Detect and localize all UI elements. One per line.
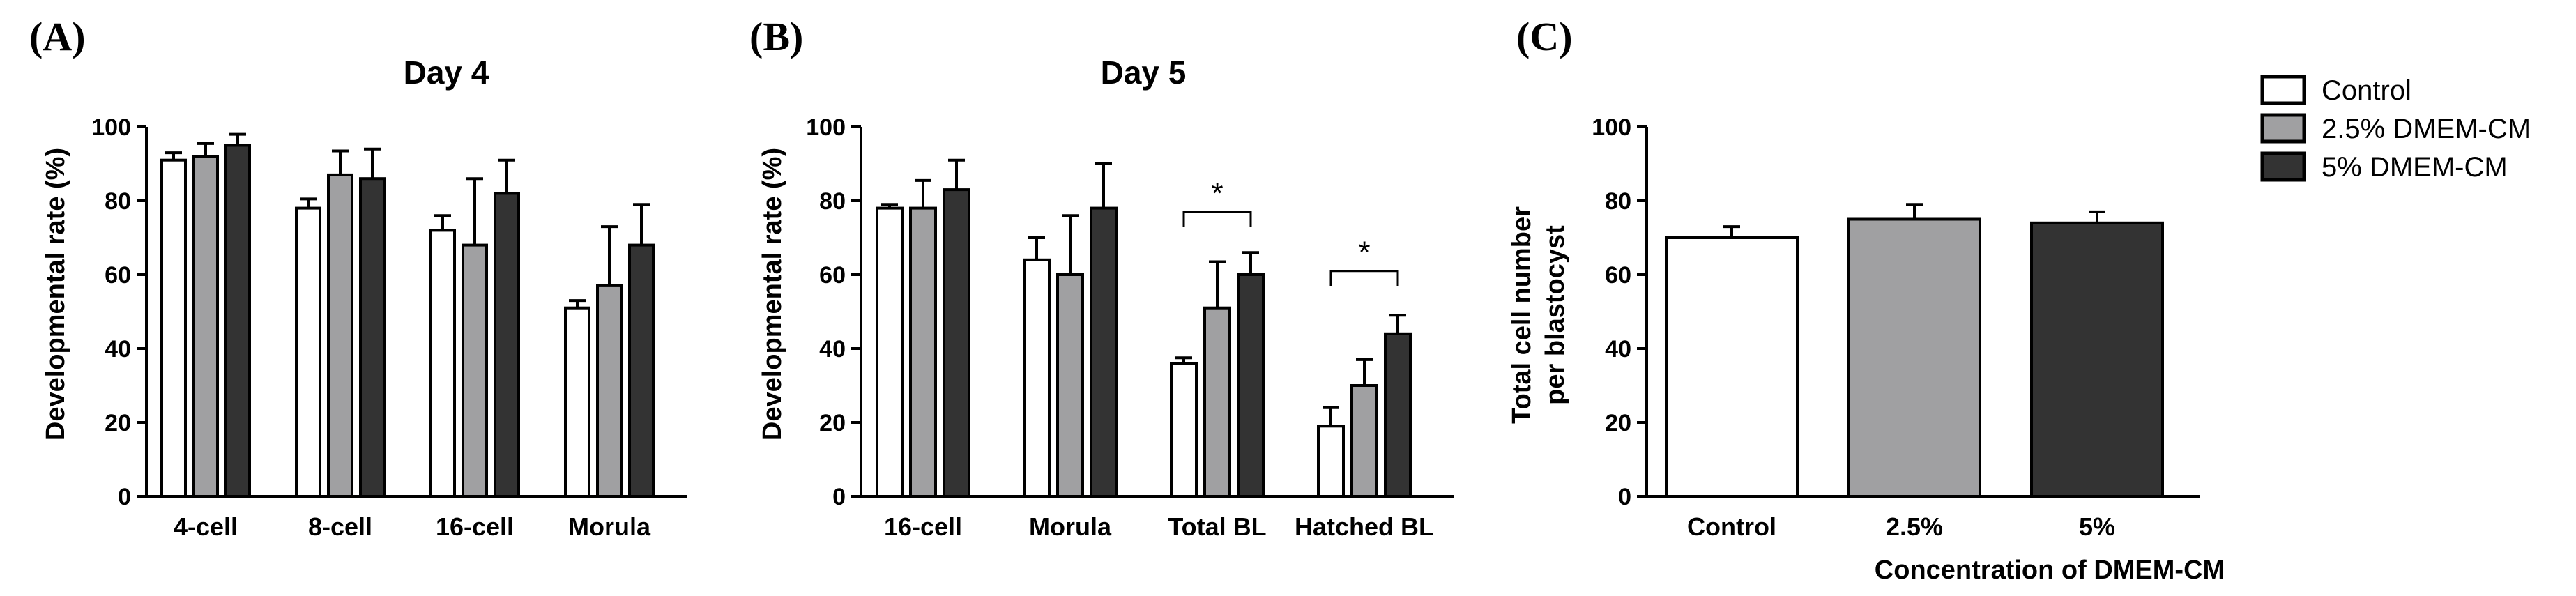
panel-a-x-tick-label-4-cell: 4-cell [174,512,238,541]
panel-b-significance-mark-total-bl: * [1211,176,1223,211]
panel-c-x-tick-label-5: 5% [2079,512,2115,541]
panel-a-x-tick-label-8-cell: 8-cell [308,512,372,541]
panel-b-bar-16-cell-2-5-dmem-cm [909,206,937,498]
panel-c-x-axis-label: Concentration of DMEM-CM [1875,556,2225,585]
panel-a-bar-8-cell-5-dmem-cm [359,177,386,498]
panel-c-x-tick-label-control: Control [1687,512,1776,541]
panel-c-bar-control [1665,236,1799,498]
panel-c-x-tick-label-2-5: 2.5% [1886,512,1943,541]
legend-label-5-dmem-cm: 5% DMEM-CM [2322,152,2508,183]
panel-a-bar-8-cell-2-5-dmem-cm [327,173,353,498]
panel-c-y-tick-label: 20 [1605,410,1631,436]
panel-a-bar-16-cell-2-5-dmem-cm [462,243,488,498]
panel-b-bar-morula-control [1023,258,1051,498]
panel-c-y-tick-label: 60 [1605,262,1631,289]
legend-label-control: Control [2322,75,2411,106]
panel-a-bar-morula-2-5-dmem-cm [596,284,623,498]
panel-b-x-tick-label-morula: Morula [1029,512,1112,541]
panel-b-significance-mark-hatched-bl: * [1358,236,1370,270]
panel-a-y-tick-label: 80 [105,188,131,215]
panel-b-bar-16-cell-control [876,206,904,498]
panel-b-bar-total-bl-2-5-dmem-cm [1203,306,1231,498]
panel-a-letter: (A) [29,14,86,59]
panel-a-bar-4-cell-2-5-dmem-cm [192,155,219,498]
panel-b-letter: (B) [749,14,803,59]
panel-b-y-tick-label: 60 [819,262,846,289]
legend-label-2-5-dmem-cm: 2.5% DMEM-CM [2322,114,2531,144]
panel-c-y-axis-label-line1: Total cell number [1507,206,1537,424]
panel-a-title: Day 4 [404,54,489,91]
panel-a-bar-4-cell-control [160,158,187,498]
panel-b-x-tick-label-hatched-bl: Hatched BL [1295,512,1434,541]
panel-b-y-tick-label: 20 [819,410,846,436]
panel-a-bar-4-cell-5-dmem-cm [224,144,251,498]
panel-b-bar-16-cell-5-dmem-cm [943,188,970,498]
panel-c-y-tick-label: 100 [1592,114,1631,141]
panel-a-y-tick-label: 0 [118,484,131,510]
panel-b-y-tick-label: 80 [819,188,846,215]
panel-a-bar-16-cell-control [429,229,456,498]
panel-a-bar-morula-5-dmem-cm [628,243,655,498]
panel-b-significance-bracket-total-bl [1182,211,1252,227]
panel-b-bar-total-bl-control [1170,362,1198,498]
panel-c-y-axis-label-line2: per blastocyst [1541,225,1570,405]
panel-b-x-tick-label-total-bl: Total BL [1168,512,1266,541]
panel-c-y-tick-label: 80 [1605,188,1631,215]
panel-b-bar-hatched-bl-5-dmem-cm [1384,332,1412,498]
panel-a-day4-chart: (A) Day 4 Developmental rate (%) 0 20 40 60… [29,14,687,541]
panel-c-letter: (C) [1516,14,1573,59]
panel-a-y-axis-label: Developmental rate (%) [41,148,70,441]
panel-b-significance-bracket-hatched-bl [1329,270,1399,286]
panel-b-y-axis-label: Developmental rate (%) [758,148,787,441]
panel-b-bar-hatched-bl-control [1317,425,1345,498]
panel-c-y-tick-label: 0 [1618,484,1631,510]
panel-b-bar-morula-5-dmem-cm [1090,206,1118,498]
panel-a-x-tick-label-16-cell: 16-cell [436,512,514,541]
panel-a-y-tick-label: 60 [105,262,131,289]
panel-b-bar-morula-2-5-dmem-cm [1056,273,1084,498]
legend-swatch-control [2260,75,2306,105]
panel-b-bar-hatched-bl-2-5-dmem-cm [1350,384,1378,498]
legend-swatch-5-dmem-cm [2260,151,2306,182]
panel-a-x-tick-label-morula: Morula [568,512,651,541]
panel-b-y-tick-label: 0 [832,484,846,510]
legend: Control 2.5% DMEM-CM 5% DMEM-CM [2260,75,2531,183]
panel-b-x-tick-label-16-cell: 16-cell [884,512,962,541]
panel-b-title: Day 5 [1101,54,1187,91]
panel-a-bar-morula-control [564,306,590,498]
panel-b-bar-total-bl-5-dmem-cm [1237,273,1265,498]
panel-a-bar-16-cell-5-dmem-cm [494,192,520,498]
panel-b-y-tick-label: 100 [806,114,846,141]
panel-a-y-tick-label: 100 [91,114,131,141]
panel-c-bar-5 [2030,221,2164,498]
panel-a-bar-8-cell-control [295,206,321,498]
panel-a-y-tick-label: 20 [105,410,131,436]
legend-swatch-2-5-dmem-cm [2260,113,2306,144]
panel-a-y-tick-label: 40 [105,336,131,362]
panel-b-day5-chart: (B) Day 5 Developmental rate (%) 0 20 40 60… [749,14,1454,541]
panel-b-y-tick-label: 40 [819,336,846,362]
panel-c-bar-2-5 [1847,217,1981,498]
panel-c-cell-number-chart: (C) Total cell number per blastocyst Con… [1507,14,2225,585]
panel-c-y-tick-label: 40 [1605,336,1631,362]
